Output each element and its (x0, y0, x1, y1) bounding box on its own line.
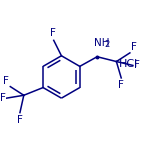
Text: HCl: HCl (119, 59, 138, 69)
Text: F: F (50, 28, 56, 38)
Text: 2: 2 (105, 40, 110, 49)
Text: F: F (17, 115, 23, 124)
Text: F: F (131, 42, 137, 52)
Text: F: F (3, 76, 9, 86)
Text: F: F (134, 60, 140, 70)
Text: F: F (0, 93, 5, 103)
Text: NH: NH (94, 38, 110, 48)
Text: F: F (118, 80, 124, 90)
